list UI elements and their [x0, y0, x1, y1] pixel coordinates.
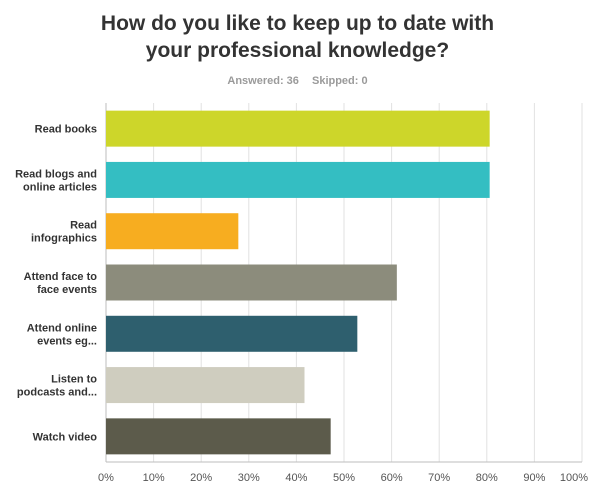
category-label: Listen to	[51, 374, 97, 386]
x-tick-label: 40%	[285, 472, 307, 484]
x-tick-label: 50%	[333, 472, 355, 484]
x-tick-label: 70%	[428, 472, 450, 484]
category-label: Read blogs and	[15, 168, 97, 180]
skipped-count: Skipped: 0	[311, 75, 368, 87]
category-label: events eg...	[37, 335, 97, 347]
x-tick-label: 80%	[476, 472, 498, 484]
x-tick-label: 10%	[143, 472, 165, 484]
x-tick-label: 100%	[560, 472, 588, 484]
category-label: podcasts and...	[17, 387, 97, 399]
x-tick-label: 30%	[238, 472, 260, 484]
bar	[106, 161, 490, 198]
x-tick-label: 90%	[523, 472, 545, 484]
category-label: Watch video	[33, 431, 98, 443]
category-label: Attend face to	[24, 271, 98, 283]
category-label: Attend online	[27, 322, 97, 334]
chart-title-line-2: your professional knowledge?	[145, 39, 450, 62]
bar	[106, 110, 490, 147]
category-label: online articles	[23, 181, 97, 193]
x-tick-label: 60%	[381, 472, 403, 484]
bar	[106, 315, 358, 352]
category-label: face events	[37, 284, 97, 296]
x-tick-label: 20%	[190, 472, 212, 484]
bar	[106, 264, 397, 301]
answered-count: Answered: 36	[227, 75, 299, 87]
x-tick-label: 0%	[98, 472, 114, 484]
category-label: infographics	[31, 233, 97, 245]
category-label: Read	[70, 220, 97, 232]
bar	[106, 367, 305, 404]
chart-title: How do you like to keep up to date with …	[0, 10, 595, 64]
response-summary: Answered: 36 Skipped: 0	[0, 75, 595, 87]
category-label: Read books	[35, 124, 97, 136]
bar	[106, 418, 331, 455]
bar	[106, 213, 239, 250]
chart-title-line-1: How do you like to keep up to date with	[100, 12, 495, 35]
